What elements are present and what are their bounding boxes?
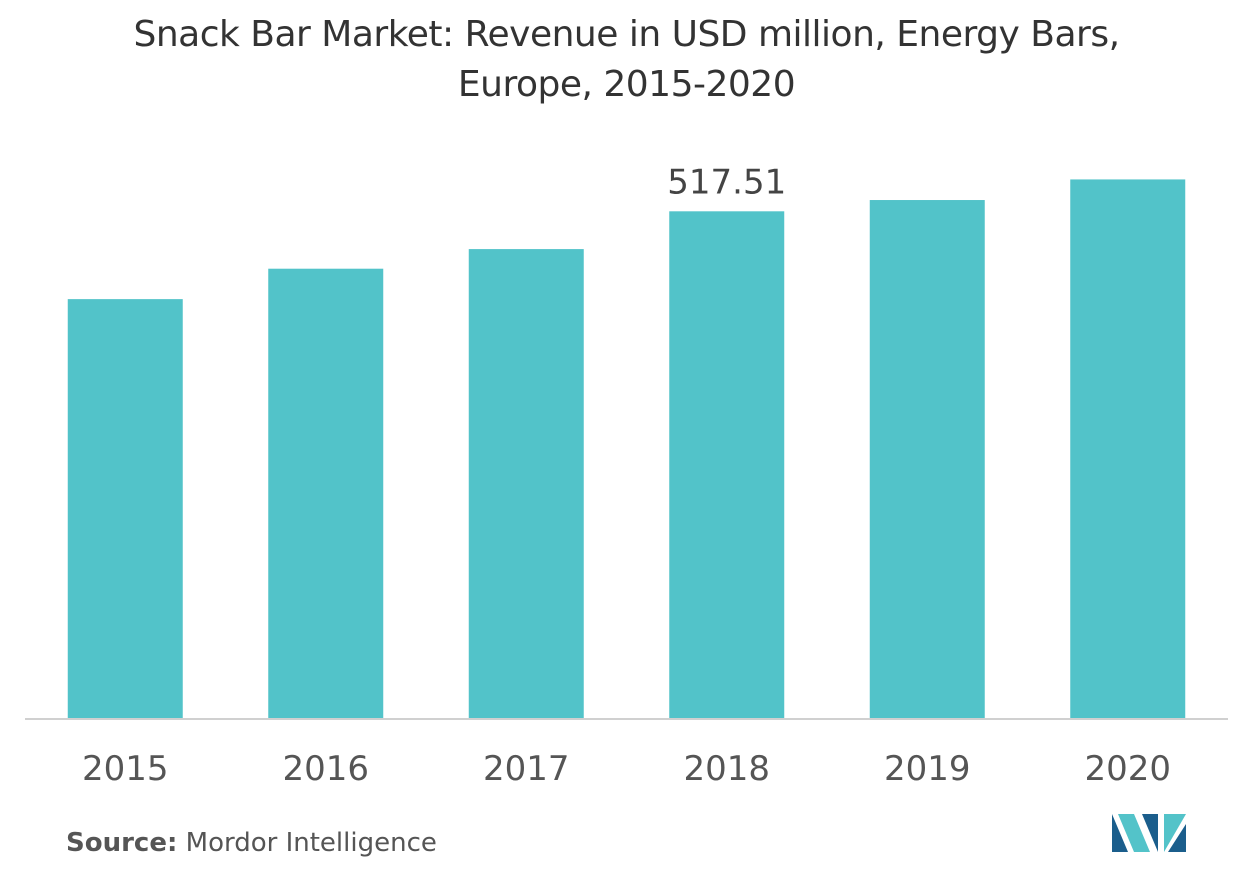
chart-title-line-1: Snack Bar Market: Revenue in USD million… [133, 14, 1120, 55]
x-tick-label-2016: 2016 [282, 749, 369, 789]
x-tick-label-2020: 2020 [1084, 749, 1171, 789]
x-tick-labels: 2015 2016 2017 2018 2019 2020 [82, 749, 1171, 789]
source-value: Mordor Intelligence [185, 828, 437, 858]
bar-2017 [468, 249, 584, 720]
data-label-2018: 517.51 [667, 162, 786, 202]
x-tick-label-2018: 2018 [683, 749, 770, 789]
bar-2019 [869, 200, 985, 719]
bar-chart: 2015 2016 2017 2018 2019 2020 517.51 [25, 162, 1228, 789]
mordor-intelligence-logo-icon [1112, 814, 1186, 852]
data-labels: 517.51 [667, 162, 786, 202]
bars-group [67, 179, 1186, 720]
x-tick-label-2017: 2017 [483, 749, 570, 789]
chart-title-line-2: Europe, 2015-2020 [457, 64, 796, 105]
source-note: Source: Mordor Intelligence [66, 828, 437, 858]
x-tick-label-2019: 2019 [884, 749, 971, 789]
bar-2020 [1070, 179, 1186, 719]
source-label: Source: [66, 828, 178, 858]
bar-2018 [669, 211, 785, 719]
bar-2015 [67, 299, 183, 719]
chart-title: Snack Bar Market: Revenue in USD million… [40, 10, 1213, 110]
x-tick-label-2015: 2015 [82, 749, 169, 789]
bar-2016 [268, 268, 384, 719]
